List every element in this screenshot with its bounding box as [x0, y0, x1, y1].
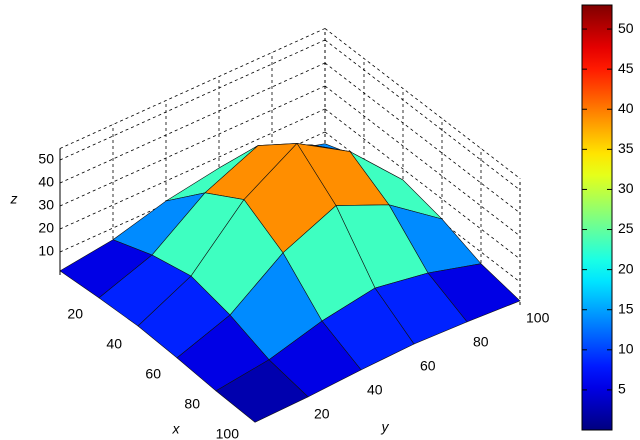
colorbar-tick-label: 30 — [618, 180, 634, 196]
x-tick-label: 40 — [106, 336, 122, 352]
grid-line — [324, 85, 521, 237]
z-tick-label: 50 — [38, 151, 54, 167]
grid-line — [324, 131, 521, 283]
z-tick-label: 10 — [38, 243, 54, 259]
colorbar-tick-label: 15 — [618, 300, 634, 316]
y-tick-label: 60 — [420, 358, 436, 374]
x-axis-label: x — [172, 421, 181, 437]
y-tick-label: 80 — [473, 334, 489, 350]
z-tick-label: 40 — [38, 174, 54, 190]
colorbar-tick-label: 45 — [618, 60, 634, 76]
colorbar-tick-label: 5 — [618, 381, 626, 397]
x-tick-label: 60 — [145, 366, 161, 382]
colorbar-tick-label: 35 — [618, 140, 634, 156]
y-axis-label: y — [381, 419, 390, 435]
y-tick-label: 100 — [526, 310, 550, 326]
z-tick-label: 30 — [38, 197, 54, 213]
colorbar-tick-label: 40 — [618, 100, 634, 116]
surface-patch — [215, 359, 309, 423]
colorbar-tick-label: 10 — [618, 341, 634, 357]
grid-line — [324, 62, 521, 214]
grid-line — [59, 85, 326, 207]
z-axis-label: z — [10, 191, 18, 207]
grid-line — [324, 108, 521, 260]
x-tick-label: 100 — [216, 426, 240, 440]
grid-line — [59, 62, 326, 184]
colorbar — [581, 4, 613, 431]
grid-line — [324, 39, 521, 191]
box-edge — [324, 28, 521, 179]
y-tick-label: 40 — [367, 382, 383, 398]
x-tick-label: 20 — [67, 306, 83, 322]
y-tick-label: 20 — [314, 406, 330, 422]
z-tick-label: 20 — [38, 220, 54, 236]
colorbar-tick-label: 50 — [618, 20, 634, 36]
colorbar-tick-label: 25 — [618, 220, 634, 236]
box-edge — [59, 28, 326, 149]
x-tick-label: 80 — [184, 396, 200, 412]
colorbar-tick-label: 20 — [618, 260, 634, 276]
grid-line — [59, 108, 326, 230]
grid-line — [59, 39, 326, 161]
